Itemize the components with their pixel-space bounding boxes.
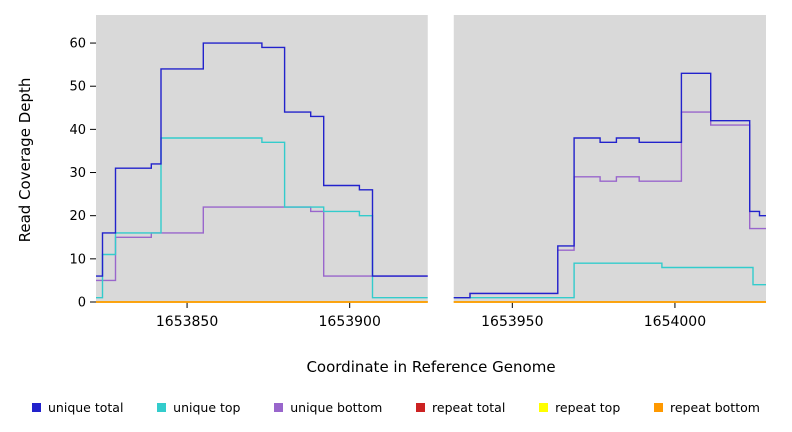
series-line-unique-top bbox=[453, 262, 766, 299]
legend-swatch-icon bbox=[32, 403, 41, 412]
y-tick-label: 20 bbox=[69, 209, 86, 224]
y-tick-label: 0 bbox=[78, 296, 86, 311]
series-line-unique-top bbox=[96, 137, 428, 299]
legend-item-unique-bottom: unique bottom bbox=[274, 400, 382, 415]
legend: unique total unique top unique bottom repea… bbox=[0, 400, 792, 415]
x-tick-label: 1653900 bbox=[319, 314, 381, 330]
y-tick-label: 60 bbox=[69, 37, 86, 52]
legend-label: repeat total bbox=[432, 400, 506, 415]
legend-label: unique top bbox=[173, 400, 241, 415]
coverage-gap-band bbox=[427, 14, 454, 302]
legend-swatch-icon bbox=[157, 403, 167, 412]
legend-item-repeat-total: repeat total bbox=[416, 400, 505, 415]
y-tick-label: 50 bbox=[69, 80, 86, 95]
y-tick-label: 30 bbox=[69, 166, 86, 181]
legend-swatch-icon bbox=[416, 403, 426, 412]
legend-label: repeat bottom bbox=[670, 400, 760, 415]
legend-item-unique-total: unique total bbox=[32, 400, 123, 415]
y-tick-label: 40 bbox=[69, 123, 86, 138]
series-line-unique-total bbox=[96, 42, 428, 277]
x-tick-label: 1653950 bbox=[481, 314, 543, 330]
x-tick-label: 1653850 bbox=[156, 314, 218, 330]
coverage-plot: 0 10 20 30 40 50 60 1653850 1653900 1653950 165400… bbox=[69, 14, 766, 330]
series-line-unique-total bbox=[453, 72, 766, 299]
legend-item-repeat-bottom: repeat bottom bbox=[654, 400, 760, 415]
y-axis-label: Read Coverage Depth bbox=[16, 77, 34, 243]
x-axis-label: Coordinate in Reference Genome bbox=[306, 358, 556, 376]
legend-swatch-icon bbox=[654, 403, 663, 412]
x-tick-label: 1654000 bbox=[644, 314, 706, 330]
legend-swatch-icon bbox=[539, 403, 549, 412]
legend-item-unique-top: unique top bbox=[157, 400, 240, 415]
legend-label: repeat top bbox=[555, 400, 621, 415]
legend-swatch-icon bbox=[274, 403, 284, 412]
legend-label: unique bottom bbox=[290, 400, 383, 415]
legend-item-repeat-top: repeat top bbox=[539, 400, 620, 415]
y-tick-label: 10 bbox=[69, 252, 86, 267]
legend-label: unique total bbox=[48, 400, 124, 415]
